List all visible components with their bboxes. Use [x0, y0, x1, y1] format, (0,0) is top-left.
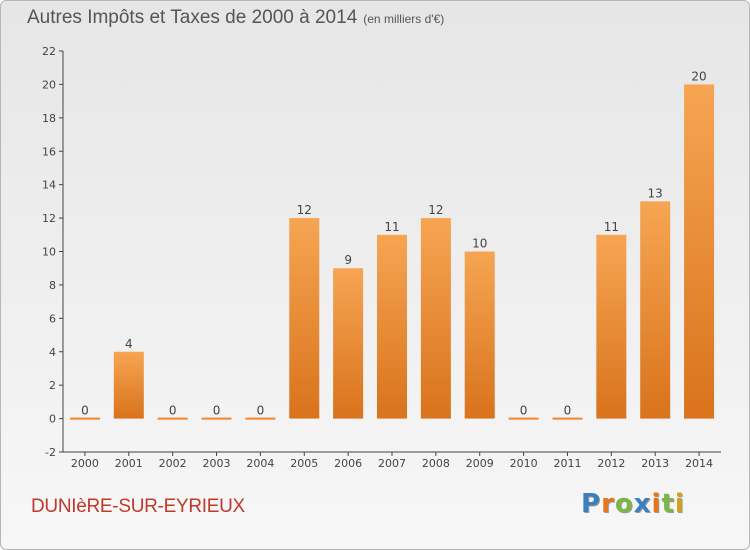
bar	[640, 201, 671, 419]
x-tick-label: 2011	[553, 457, 581, 470]
y-tick-label: 8	[49, 279, 56, 292]
y-tick-label: 22	[42, 45, 56, 58]
bar-value-label: 12	[428, 203, 443, 217]
logo-letter: i	[674, 489, 685, 519]
x-tick-label: 2005	[290, 457, 318, 470]
bar-value-label: 10	[472, 237, 487, 251]
bar-value-label: 20	[691, 69, 706, 83]
y-tick-label: -2	[45, 446, 56, 459]
bar	[289, 218, 320, 419]
bar	[113, 351, 144, 419]
x-tick-label: 2007	[378, 457, 406, 470]
bar-value-label: 11	[604, 220, 619, 234]
bar-value-label: 9	[344, 253, 352, 267]
logo-letter: i	[651, 489, 662, 519]
x-tick-label: 2012	[597, 457, 625, 470]
bar-value-label: 0	[257, 404, 265, 418]
bar	[684, 84, 715, 419]
x-tick-label: 2006	[334, 457, 362, 470]
x-tick-label: 2009	[466, 457, 494, 470]
bar-value-label: 11	[384, 220, 399, 234]
x-tick-label: 2003	[203, 457, 231, 470]
x-tick-label: 2014	[685, 457, 713, 470]
bar-value-label: 0	[81, 404, 89, 418]
y-tick-label: 0	[49, 413, 56, 426]
y-tick-label: 16	[42, 145, 56, 158]
bar-value-label: 13	[648, 186, 663, 200]
bar	[377, 234, 407, 419]
commune-name: DUNIèRE-SUR-EYRIEUX	[31, 496, 245, 517]
x-tick-label: 2001	[115, 457, 143, 470]
logo-letter: r	[601, 489, 615, 519]
y-tick-label: 14	[42, 179, 56, 192]
x-tick-label: 2004	[246, 457, 274, 470]
x-tick-label: 2013	[641, 457, 669, 470]
bar-value-label: 12	[297, 203, 312, 217]
chart-title-text: Autres Impôts et Taxes de 2000 à 2014	[27, 7, 358, 28]
bar-value-label: 0	[520, 404, 528, 418]
bar-value-label: 0	[169, 404, 177, 418]
logo-letter: o	[614, 489, 634, 519]
bar	[420, 218, 451, 419]
bar-value-label: 4	[125, 337, 133, 351]
x-tick-label: 2000	[71, 457, 99, 470]
y-tick-label: 2	[49, 379, 56, 392]
bar	[464, 251, 495, 419]
chart-title: Autres Impôts et Taxes de 2000 à 2014 (en…	[27, 7, 444, 29]
x-tick-label: 2008	[422, 457, 450, 470]
logo-letter: t	[661, 489, 675, 519]
y-tick-label: 18	[42, 112, 56, 125]
y-tick-label: 12	[42, 212, 56, 225]
y-tick-label: 20	[42, 78, 56, 91]
bar	[333, 268, 364, 419]
proxiti-logo: Proxiti	[581, 489, 685, 519]
x-tick-label: 2002	[159, 457, 187, 470]
y-tick-label: 10	[42, 246, 56, 259]
bar-value-label: 0	[564, 404, 572, 418]
x-tick-label: 2010	[510, 457, 538, 470]
logo-letter: P	[581, 489, 602, 519]
chart-subtitle: (en milliers d'€)	[363, 12, 445, 26]
logo-letter: x	[633, 489, 652, 519]
bar	[596, 234, 627, 419]
bar-value-label: 0	[213, 404, 221, 418]
y-tick-label: 6	[49, 312, 56, 325]
y-tick-label: 4	[49, 346, 56, 359]
